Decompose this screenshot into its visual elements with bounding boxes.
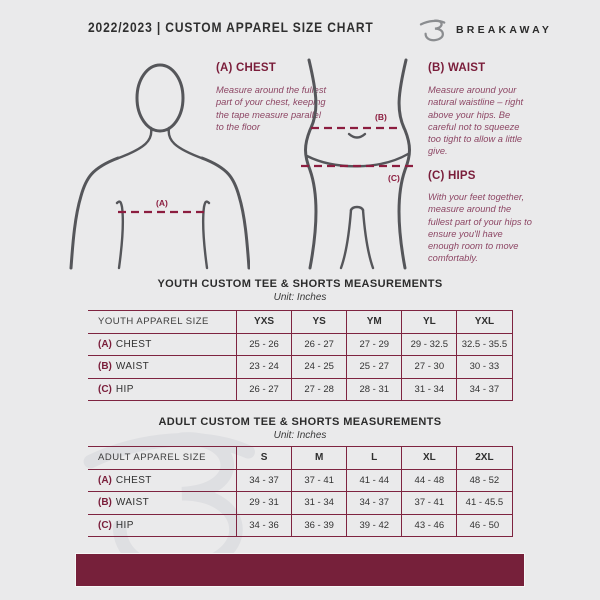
column-header-xl: XL bbox=[401, 447, 456, 469]
brand-name: BREAKAWAY bbox=[456, 24, 553, 36]
cell: 41 - 45.5 bbox=[456, 492, 511, 514]
cell: 48 - 52 bbox=[456, 469, 511, 491]
youth-waist-row: (B) WAIST 23 - 24 24 - 25 25 - 27 27 - 3… bbox=[88, 355, 512, 378]
hips-marker-label: (C) bbox=[388, 173, 400, 183]
cell: 26 - 27 bbox=[236, 378, 291, 400]
cell: 36 - 39 bbox=[291, 514, 346, 536]
youth-table-header-row: YOUTH APPAREL SIZE YXS YS YM YL YXL bbox=[88, 310, 512, 333]
page-title: 2022/2023 | CUSTOM APPAREL SIZE CHART bbox=[88, 19, 374, 35]
column-header-ys: YS bbox=[291, 311, 346, 333]
youth-table-unit: Unit: Inches bbox=[273, 292, 327, 303]
cell: 29 - 31 bbox=[236, 492, 291, 514]
cell: 28 - 31 bbox=[346, 378, 401, 400]
row-label-chest: (A) CHEST bbox=[98, 338, 152, 350]
column-header-m: M bbox=[291, 447, 346, 469]
adult-table-unit: Unit: Inches bbox=[273, 430, 327, 441]
waist-instructions: Measure around your natural waistline – … bbox=[428, 85, 524, 157]
column-header-yxs: YXS bbox=[236, 311, 291, 333]
waist-marker-label: (B) bbox=[375, 112, 387, 122]
cell: 25 - 26 bbox=[236, 333, 291, 355]
adult-size-label: ADULT APPAREL SIZE bbox=[98, 452, 206, 464]
cell: 29 - 32.5 bbox=[401, 333, 456, 355]
column-header-ym: YM bbox=[346, 311, 401, 333]
adult-size-table: ADULT APPAREL SIZE S M L XL 2XL (A) CHES… bbox=[88, 446, 513, 537]
cell: 34 - 37 bbox=[346, 492, 401, 514]
cell: 31 - 34 bbox=[291, 492, 346, 514]
adult-waist-row: (B) WAIST 29 - 31 31 - 34 34 - 37 37 - 4… bbox=[88, 491, 512, 514]
youth-hip-row: (C) HIP 26 - 27 27 - 28 28 - 31 31 - 34 … bbox=[88, 377, 512, 401]
hips-instructions: With your feet together, measure around … bbox=[428, 192, 532, 264]
cell: 34 - 37 bbox=[456, 378, 511, 400]
cell: 37 - 41 bbox=[401, 492, 456, 514]
row-label-waist: (B) WAIST bbox=[98, 361, 150, 373]
cell: 41 - 44 bbox=[346, 469, 401, 491]
row-label-chest: (A) CHEST bbox=[98, 474, 152, 486]
adult-chest-row: (A) CHEST 34 - 37 37 - 41 41 - 44 44 - 4… bbox=[88, 468, 512, 491]
chest-instructions: Measure around the fullest part of your … bbox=[216, 85, 327, 132]
cell: 43 - 46 bbox=[401, 514, 456, 536]
row-label-hip: (C) HIP bbox=[98, 519, 134, 531]
adult-table-title: ADULT CUSTOM TEE & SHORTS MEASUREMENTS bbox=[158, 416, 442, 428]
youth-table-title: YOUTH CUSTOM TEE & SHORTS MEASUREMENTS bbox=[157, 278, 443, 290]
youth-chest-row: (A) CHEST 25 - 26 26 - 27 27 - 29 29 - 3… bbox=[88, 332, 512, 355]
cell: 23 - 24 bbox=[236, 356, 291, 378]
adult-table-header-row: ADULT APPAREL SIZE S M L XL 2XL bbox=[88, 446, 512, 469]
youth-size-table: YOUTH APPAREL SIZE YXS YS YM YL YXL (A) … bbox=[88, 310, 513, 401]
column-header-l: L bbox=[346, 447, 401, 469]
column-header-yl: YL bbox=[401, 311, 456, 333]
cell: 27 - 28 bbox=[291, 378, 346, 400]
chest-marker-label: (A) bbox=[156, 198, 168, 208]
cell: 32.5 - 35.5 bbox=[456, 333, 511, 355]
cell: 37 - 41 bbox=[291, 469, 346, 491]
column-header-s: S bbox=[236, 447, 291, 469]
cell: 44 - 48 bbox=[401, 469, 456, 491]
row-label-waist: (B) WAIST bbox=[98, 497, 150, 509]
column-header-2xl: 2XL bbox=[456, 447, 511, 469]
cell: 31 - 34 bbox=[401, 378, 456, 400]
cell: 27 - 29 bbox=[346, 333, 401, 355]
cell: 25 - 27 bbox=[346, 356, 401, 378]
adult-hip-row: (C) HIP 34 - 36 36 - 39 39 - 42 43 - 46 … bbox=[88, 513, 512, 537]
cell: 39 - 42 bbox=[346, 514, 401, 536]
footer-bar bbox=[75, 553, 525, 587]
hips-heading: (C) HIPS bbox=[428, 170, 476, 182]
cell: 24 - 25 bbox=[291, 356, 346, 378]
row-label-hip: (C) HIP bbox=[98, 383, 134, 395]
cell: 34 - 37 bbox=[236, 469, 291, 491]
cell: 30 - 33 bbox=[456, 356, 511, 378]
cell: 26 - 27 bbox=[291, 333, 346, 355]
cell: 34 - 36 bbox=[236, 514, 291, 536]
lower-body-figure: (B) (C) bbox=[301, 58, 413, 270]
upper-body-figure: (A) bbox=[69, 63, 250, 270]
cell: 46 - 50 bbox=[456, 514, 511, 536]
cell: 27 - 30 bbox=[401, 356, 456, 378]
column-header-yxl: YXL bbox=[456, 311, 511, 333]
chest-heading: (A) CHEST bbox=[216, 62, 276, 74]
breakaway-logo-icon bbox=[419, 19, 446, 42]
waist-heading: (B) WAIST bbox=[428, 62, 486, 74]
youth-size-label: YOUTH APPAREL SIZE bbox=[98, 316, 209, 328]
